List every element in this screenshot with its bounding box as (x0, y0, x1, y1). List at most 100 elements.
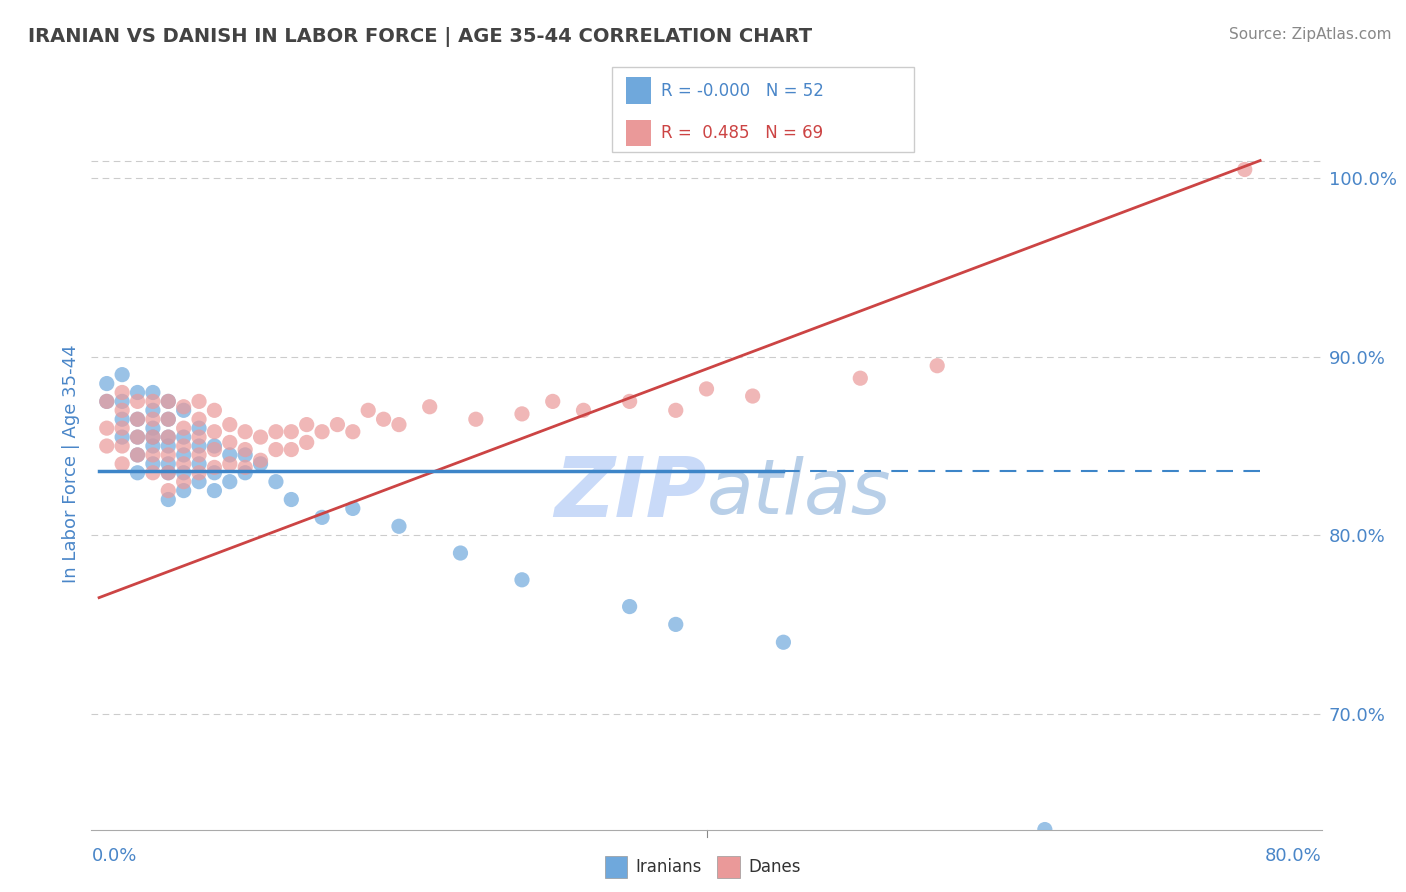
Point (1033, 822, 1056, 837)
Point (188, 475, 211, 489)
Point (127, 430, 149, 444)
Point (127, 385, 149, 400)
Point (280, 425, 302, 439)
Point (218, 448, 240, 462)
Point (264, 442, 287, 457)
Point (173, 421, 195, 435)
Point (218, 417, 240, 432)
Point (665, 617, 688, 632)
Point (741, 389, 763, 403)
Text: Iranians: Iranians (636, 858, 702, 876)
Point (157, 430, 180, 444)
Point (280, 492, 302, 507)
Point (619, 394, 641, 409)
Point (142, 430, 165, 444)
Point (311, 510, 333, 524)
Text: 0.0%: 0.0% (91, 847, 136, 865)
Point (142, 457, 165, 471)
Point (173, 403, 195, 417)
Point (280, 442, 302, 457)
Point (142, 466, 165, 480)
Point (233, 425, 256, 439)
Point (157, 394, 180, 409)
Point (233, 466, 256, 480)
Point (202, 439, 225, 453)
Point (127, 430, 149, 444)
Point (188, 439, 211, 453)
Point (927, 359, 949, 373)
Point (111, 430, 134, 444)
Point (249, 453, 271, 467)
Point (157, 466, 180, 480)
Point (1233, 162, 1256, 177)
Point (326, 417, 349, 432)
Point (188, 457, 211, 471)
Point (173, 483, 195, 498)
Point (173, 430, 195, 444)
Point (173, 400, 195, 414)
Point (264, 475, 287, 489)
Point (111, 457, 134, 471)
Point (233, 448, 256, 462)
Point (202, 442, 225, 457)
Point (233, 460, 256, 475)
Point (342, 425, 364, 439)
Point (173, 466, 195, 480)
Text: R = -0.000   N = 52: R = -0.000 N = 52 (661, 82, 824, 100)
Point (142, 412, 165, 426)
Point (111, 421, 134, 435)
Point (295, 417, 318, 432)
Point (96, 421, 118, 435)
Point (202, 403, 225, 417)
Point (510, 407, 533, 421)
Point (157, 483, 180, 498)
Point (127, 448, 149, 462)
Point (173, 475, 195, 489)
Point (111, 439, 134, 453)
Y-axis label: In Labor Force | Age 35-44: In Labor Force | Age 35-44 (62, 344, 80, 583)
Point (218, 475, 240, 489)
Point (173, 448, 195, 462)
Point (142, 439, 165, 453)
Point (96, 376, 118, 391)
Text: Danes: Danes (748, 858, 800, 876)
Text: Source: ZipAtlas.com: Source: ZipAtlas.com (1229, 27, 1392, 42)
Point (157, 439, 180, 453)
Point (849, 371, 872, 385)
Point (218, 457, 240, 471)
Point (127, 412, 149, 426)
Point (188, 394, 211, 409)
Point (188, 466, 211, 480)
Point (572, 403, 595, 417)
Point (357, 403, 380, 417)
Point (127, 412, 149, 426)
Point (157, 457, 180, 471)
Point (127, 394, 149, 409)
Point (127, 466, 149, 480)
Point (772, 635, 794, 649)
Point (142, 394, 165, 409)
Point (188, 448, 211, 462)
Point (388, 417, 411, 432)
Text: R =  0.485   N = 69: R = 0.485 N = 69 (661, 124, 823, 142)
Point (696, 382, 718, 396)
Point (127, 448, 149, 462)
Point (373, 412, 395, 426)
Point (264, 425, 287, 439)
Point (157, 448, 180, 462)
Text: atlas: atlas (706, 456, 891, 530)
Point (96, 394, 118, 409)
Point (111, 385, 134, 400)
Point (619, 599, 641, 614)
Point (142, 448, 165, 462)
Point (510, 573, 533, 587)
Point (188, 412, 211, 426)
Point (157, 412, 180, 426)
Point (202, 466, 225, 480)
Point (111, 403, 134, 417)
Point (142, 421, 165, 435)
Point (96, 394, 118, 409)
Point (111, 412, 134, 426)
Point (157, 412, 180, 426)
Text: 80.0%: 80.0% (1265, 847, 1322, 865)
